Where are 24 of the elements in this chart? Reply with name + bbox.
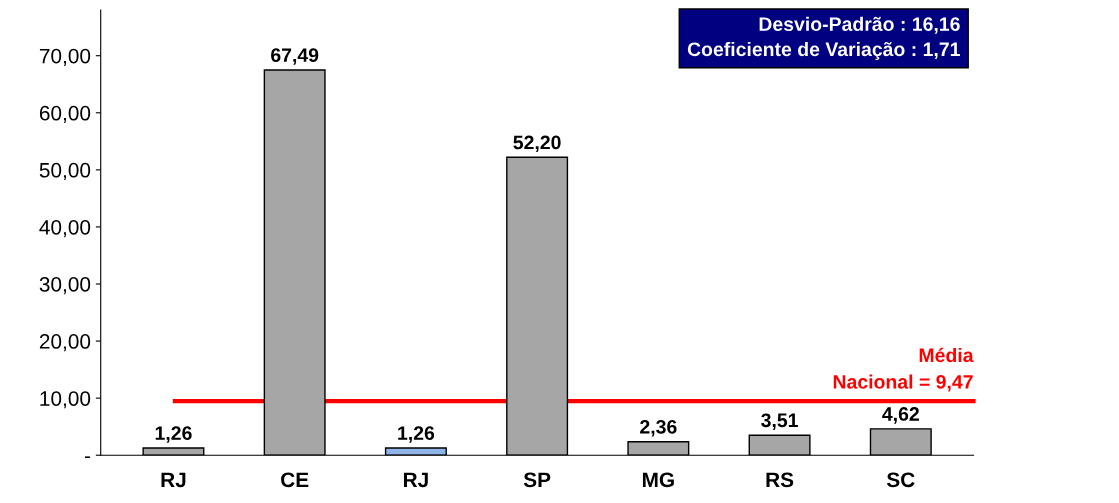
y-tick-label: 70,00	[39, 48, 91, 66]
x-tick-label: MG	[642, 472, 674, 488]
x-tick-label: RJ	[403, 472, 428, 488]
x-tick-label: RS	[766, 472, 794, 488]
x-tick-label: SP	[523, 472, 551, 488]
y-tick-label: 20,00	[39, 334, 91, 352]
data-label: 3,51	[761, 413, 798, 430]
y-tick-label: 50,00	[39, 162, 91, 181]
data-label: 52,20	[513, 135, 561, 153]
y-tick-label: 30,00	[39, 277, 91, 295]
y-tick-label: 40,00	[39, 219, 91, 238]
data-label: 4,62	[882, 407, 919, 424]
data-label: 67,49	[271, 48, 319, 65]
y-tick-label: 60,00	[39, 105, 91, 123]
data-label: 1,26	[155, 426, 192, 443]
annotation: Desvio-Padrão : 16,16 Coeficiente de Variação : 1,71	[687, 16, 960, 61]
x-tick-label: RJ	[161, 472, 186, 488]
ref-line-label: Média Nacional = 9,47	[833, 347, 974, 392]
x-tick-label: CE	[281, 472, 309, 488]
data-label: 1,26	[398, 426, 435, 443]
y-tick-label: -	[84, 456, 91, 459]
data-label: 2,36	[640, 419, 677, 437]
y-tick-label: 10,00	[40, 391, 91, 409]
x-tick-label: SC	[886, 472, 915, 488]
